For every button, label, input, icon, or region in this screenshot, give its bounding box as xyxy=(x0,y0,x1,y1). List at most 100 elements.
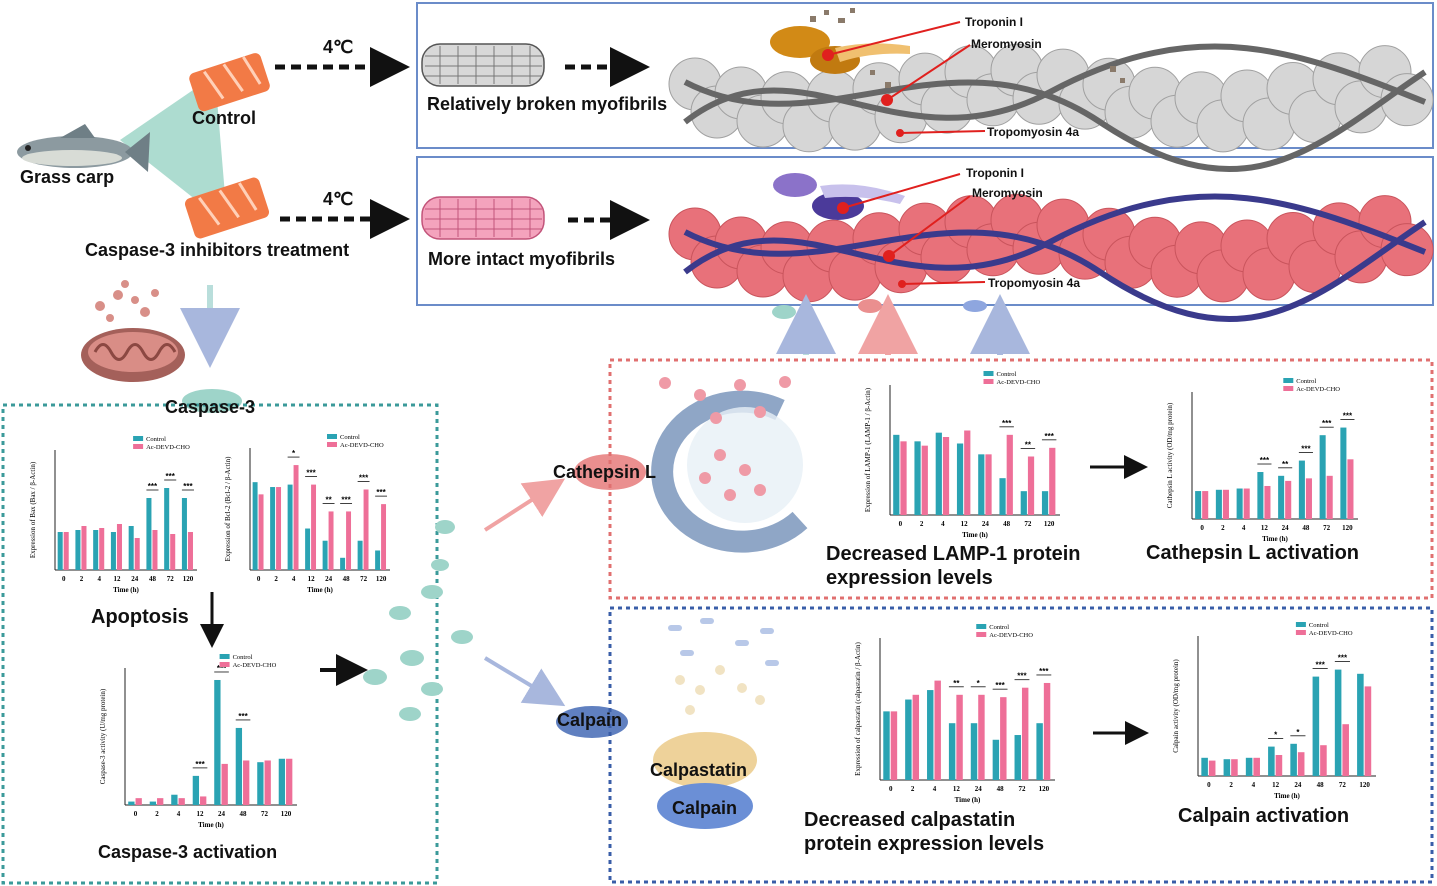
fish-label: Grass carp xyxy=(20,167,115,187)
arrow-to-cathepsin xyxy=(483,478,566,532)
x-tick-label: 48 xyxy=(1003,520,1011,528)
calpain-label: Calpain xyxy=(557,710,623,730)
significance-mark: *** xyxy=(1044,432,1054,441)
thin-filament-grey xyxy=(668,43,1434,173)
legend-entry: Ac-DEVD-CHO xyxy=(1309,630,1353,637)
x-tick-label: 4 xyxy=(933,785,937,793)
control-bar xyxy=(1236,488,1243,519)
x-tick-label: 72 xyxy=(1323,524,1331,532)
x-axis-label: Time (h) xyxy=(198,821,224,829)
x-tick-label: 12 xyxy=(308,575,316,583)
caspase-activation-label: Caspase-3 activation xyxy=(98,842,278,862)
fan-shape xyxy=(120,75,225,215)
x-tick-label: 2 xyxy=(155,810,159,818)
tropomyosin-strand xyxy=(683,219,1427,323)
x-tick-label: 24 xyxy=(218,810,226,818)
mitochondrion-icon xyxy=(81,280,185,382)
treatment-bar xyxy=(134,538,140,570)
treatment-bar xyxy=(328,511,334,570)
fish-fillet-control-icon xyxy=(189,53,270,112)
x-axis-label: Time (h) xyxy=(307,586,333,594)
tropomyosin-strand xyxy=(683,193,1427,275)
significance-mark: *** xyxy=(238,712,248,721)
treatment-bar xyxy=(276,487,282,570)
treatment-bar xyxy=(243,760,250,805)
x-tick-label: 12 xyxy=(1261,524,1269,532)
significance-mark: *** xyxy=(1315,661,1325,670)
significance-mark: ** xyxy=(953,679,960,688)
treatment-bar xyxy=(293,465,299,570)
calpastatin-chart: Expression of calpastatin (calpastatin /… xyxy=(854,624,1055,804)
y-axis-label: Expression of LAMP-1 (LAMP-1 / β-Actin) xyxy=(864,387,872,512)
legend-entry: Ac-DEVD-CHO xyxy=(340,442,384,449)
legend-swatch xyxy=(1283,386,1294,391)
treatment-bar xyxy=(116,524,122,570)
x-tick-label: 24 xyxy=(1282,524,1290,532)
x-tick-label: 12 xyxy=(961,520,969,528)
control-bar xyxy=(93,530,99,570)
significance-mark: *** xyxy=(148,482,158,491)
x-tick-label: 2 xyxy=(1221,524,1225,532)
significance-mark: * xyxy=(977,679,981,688)
treatment-bar xyxy=(1253,757,1260,776)
fish-icon xyxy=(17,124,150,172)
x-tick-label: 2 xyxy=(920,520,924,528)
x-tick-label: 120 xyxy=(1342,524,1353,532)
control-bar xyxy=(128,801,135,805)
control-bar xyxy=(948,723,956,780)
x-tick-label: 72 xyxy=(261,810,269,818)
x-tick-label: 48 xyxy=(1302,524,1310,532)
control-bar xyxy=(1357,673,1364,776)
treatment-bar xyxy=(1021,687,1029,780)
treatment-bar xyxy=(1326,475,1333,519)
treatment-bar xyxy=(346,511,352,570)
x-tick-label: 12 xyxy=(113,575,121,583)
control-bar xyxy=(287,484,293,570)
x-tick-label: 48 xyxy=(997,785,1005,793)
x-tick-label: 0 xyxy=(1200,524,1204,532)
control-bar xyxy=(181,498,187,570)
x-axis-label: Time (h) xyxy=(1262,535,1288,543)
tropomyosin-strand xyxy=(683,69,1427,173)
fish-fillet-treatment-icon xyxy=(184,177,270,239)
control-bar xyxy=(1014,735,1021,780)
x-tick-label: 24 xyxy=(982,520,990,528)
x-tick-label: 24 xyxy=(131,575,139,583)
x-tick-label: 2 xyxy=(80,575,84,583)
control-bar xyxy=(956,443,964,515)
significance-mark: *** xyxy=(359,473,369,482)
significance-mark: * xyxy=(1274,731,1278,740)
thin-filament-red xyxy=(668,193,1434,323)
treatment-bar xyxy=(187,532,193,570)
tropomyosin-label-bottom: Tropomyosin 4a xyxy=(988,276,1081,290)
control-bar xyxy=(978,454,985,515)
significance-mark: *** xyxy=(1260,456,1270,465)
x-axis-label: Time (h) xyxy=(113,586,139,594)
legend-swatch xyxy=(976,632,987,637)
treatment-bar xyxy=(311,484,317,570)
small-protein-icons xyxy=(772,299,987,319)
caspase3-blob-icon xyxy=(182,389,242,413)
control-bar xyxy=(322,540,328,570)
troponin-label-bottom: Troponin I xyxy=(966,166,1024,180)
lysosome-icon xyxy=(651,376,808,553)
legend-entry: Ac-DEVD-CHO xyxy=(233,662,277,669)
control-bar xyxy=(1215,489,1222,519)
caspase-panel-box xyxy=(1,403,439,885)
temp-label-top: 4℃ xyxy=(323,37,354,57)
calpain-panel-box xyxy=(608,606,1434,884)
treatment-bar xyxy=(63,532,69,570)
x-tick-label: 24 xyxy=(325,575,333,583)
treatment-bar xyxy=(1342,724,1349,776)
caspase3-scattered-icons xyxy=(363,520,473,721)
control-bar xyxy=(1278,475,1285,519)
treatment-bar xyxy=(1208,760,1216,776)
legend-swatch xyxy=(983,371,994,376)
treatment-bar xyxy=(1222,489,1229,519)
calpain-blob-icon xyxy=(556,706,628,738)
cathepsin-activation-label: Cathepsin L activation xyxy=(1146,542,1360,564)
x-tick-label: 0 xyxy=(62,575,66,583)
treatment-bar xyxy=(1043,682,1051,780)
legend-swatch xyxy=(133,436,144,441)
